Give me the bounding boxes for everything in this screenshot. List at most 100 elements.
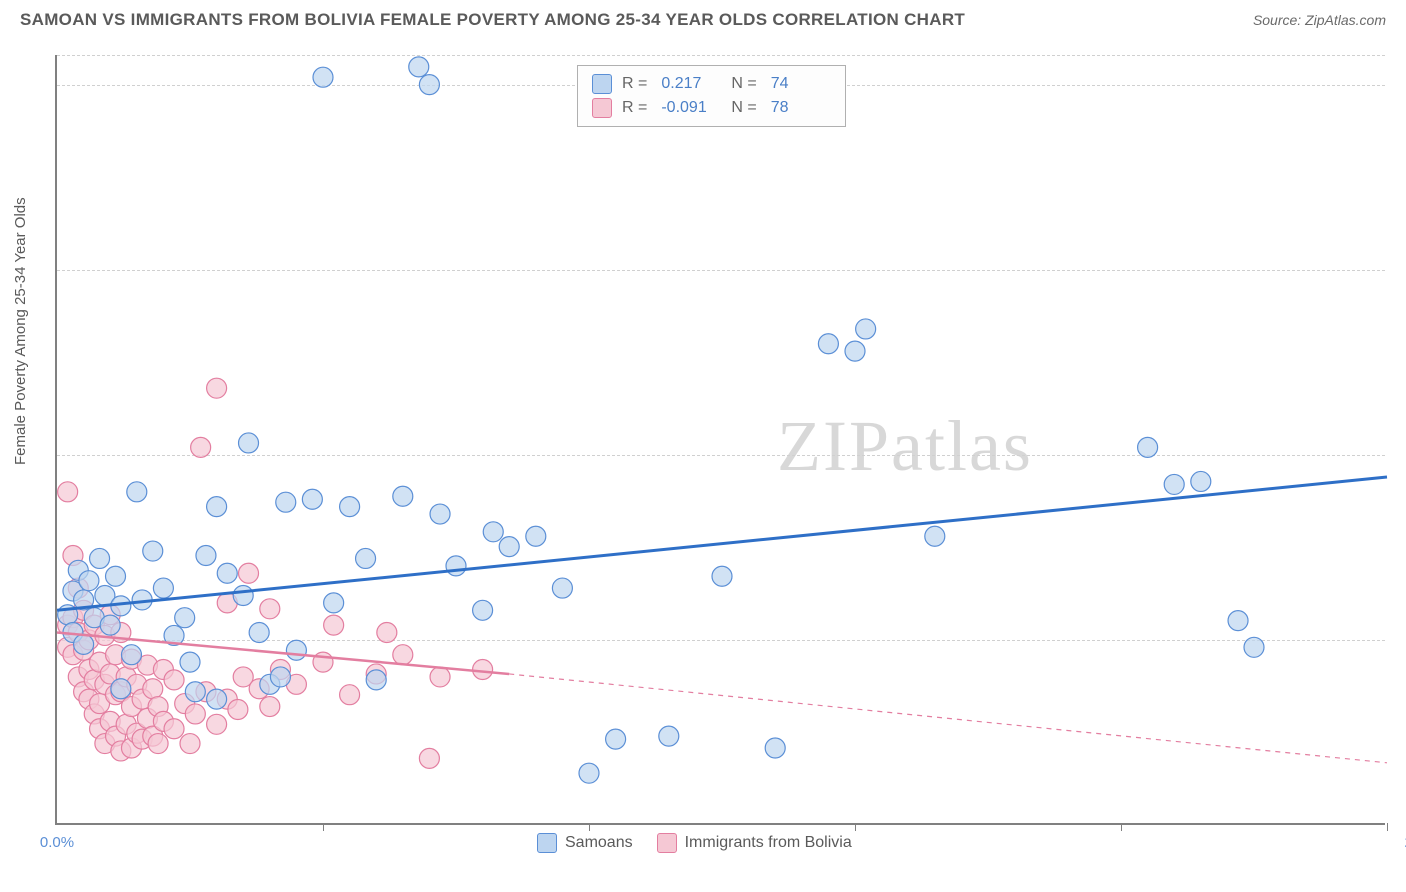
scatter-point-blue [106, 566, 126, 586]
chart-title: SAMOAN VS IMMIGRANTS FROM BOLIVIA FEMALE… [20, 10, 965, 30]
scatter-point-blue [127, 482, 147, 502]
scatter-point-blue [217, 563, 237, 583]
y-tick-label: 37.5% [1395, 261, 1406, 278]
r-label: R = [622, 75, 647, 93]
scatter-point-blue [765, 738, 785, 758]
scatter-point-blue [845, 341, 865, 361]
swatch-blue-icon [592, 74, 612, 94]
scatter-point-blue [356, 548, 376, 568]
scatter-point-blue [207, 497, 227, 517]
scatter-point-pink [393, 645, 413, 665]
x-origin-label: 0.0% [40, 834, 74, 851]
correlation-legend: R = 0.217 N = 74 R = -0.091 N = 78 [577, 65, 846, 127]
scatter-point-blue [121, 645, 141, 665]
y-tick-label: 25.0% [1395, 446, 1406, 463]
n-value-pink: 78 [771, 99, 831, 117]
scatter-point-blue [175, 608, 195, 628]
source-prefix: Source: [1253, 12, 1305, 28]
scatter-point-pink [228, 700, 248, 720]
scatter-point-pink [430, 667, 450, 687]
scatter-point-pink [164, 719, 184, 739]
scatter-point-pink [180, 734, 200, 754]
scatter-point-pink [148, 734, 168, 754]
r-label: R = [622, 99, 647, 117]
scatter-point-blue [1191, 471, 1211, 491]
y-tick-label: 50.0% [1395, 76, 1406, 93]
scatter-point-blue [409, 57, 429, 77]
scatter-point-pink [377, 623, 397, 643]
scatter-svg [57, 55, 1385, 823]
scatter-point-blue [111, 679, 131, 699]
scatter-point-blue [579, 763, 599, 783]
scatter-point-blue [100, 615, 120, 635]
n-value-blue: 74 [771, 75, 831, 93]
scatter-point-blue [712, 566, 732, 586]
scatter-point-blue [276, 492, 296, 512]
scatter-point-blue [552, 578, 572, 598]
scatter-point-blue [153, 578, 173, 598]
x-tick [589, 823, 590, 831]
correlation-row-pink: R = -0.091 N = 78 [592, 96, 831, 120]
scatter-point-blue [185, 682, 205, 702]
scatter-point-blue [340, 497, 360, 517]
scatter-point-blue [286, 640, 306, 660]
scatter-point-blue [1228, 611, 1248, 631]
scatter-point-blue [818, 334, 838, 354]
scatter-point-blue [659, 726, 679, 746]
legend-item-pink: Immigrants from Bolivia [657, 833, 852, 853]
correlation-row-blue: R = 0.217 N = 74 [592, 72, 831, 96]
scatter-point-pink [185, 704, 205, 724]
scatter-point-blue [207, 689, 227, 709]
x-tick [1121, 823, 1122, 831]
scatter-point-blue [856, 319, 876, 339]
scatter-point-pink [143, 679, 163, 699]
x-tick [323, 823, 324, 831]
scatter-point-blue [393, 486, 413, 506]
scatter-point-blue [302, 489, 322, 509]
scatter-point-pink [473, 660, 493, 680]
scatter-point-blue [324, 593, 344, 613]
source-attribution: Source: ZipAtlas.com [1253, 12, 1386, 28]
legend-label-pink: Immigrants from Bolivia [685, 834, 852, 852]
scatter-point-blue [180, 652, 200, 672]
swatch-blue-icon [537, 833, 557, 853]
scatter-point-pink [58, 482, 78, 502]
n-label: N = [731, 75, 756, 93]
r-value-pink: -0.091 [661, 99, 721, 117]
chart-container: Female Poverty Among 25-34 Year Olds ZIP… [0, 45, 1406, 892]
scatter-point-blue [1138, 437, 1158, 457]
scatter-point-pink [191, 437, 211, 457]
legend-label-blue: Samoans [565, 834, 633, 852]
scatter-point-pink [207, 714, 227, 734]
scatter-point-blue [483, 522, 503, 542]
r-value-blue: 0.217 [661, 75, 721, 93]
plot-area: ZIPatlas 12.5%25.0%37.5%50.0% R = 0.217 … [55, 55, 1385, 825]
scatter-point-blue [249, 623, 269, 643]
scatter-point-blue [366, 670, 386, 690]
scatter-point-pink [239, 563, 259, 583]
scatter-point-blue [419, 75, 439, 95]
source-link[interactable]: ZipAtlas.com [1305, 12, 1386, 28]
scatter-point-blue [526, 526, 546, 546]
scatter-point-pink [324, 615, 344, 635]
trendline-blue [57, 477, 1387, 610]
scatter-point-blue [925, 526, 945, 546]
swatch-pink-icon [592, 98, 612, 118]
scatter-point-blue [1244, 637, 1264, 657]
scatter-point-pink [260, 697, 280, 717]
y-axis-label: Female Poverty Among 25-34 Year Olds [12, 197, 29, 465]
scatter-point-blue [270, 667, 290, 687]
scatter-point-pink [419, 748, 439, 768]
scatter-point-pink [207, 378, 227, 398]
scatter-point-pink [164, 670, 184, 690]
scatter-point-blue [196, 546, 216, 566]
legend-item-blue: Samoans [537, 833, 633, 853]
scatter-point-blue [499, 537, 519, 557]
x-tick [1387, 823, 1388, 831]
n-label: N = [731, 99, 756, 117]
scatter-point-blue [239, 433, 259, 453]
trendline-pink-extrapolated [509, 674, 1387, 763]
scatter-point-blue [446, 556, 466, 576]
scatter-point-blue [79, 571, 99, 591]
scatter-point-blue [90, 548, 110, 568]
